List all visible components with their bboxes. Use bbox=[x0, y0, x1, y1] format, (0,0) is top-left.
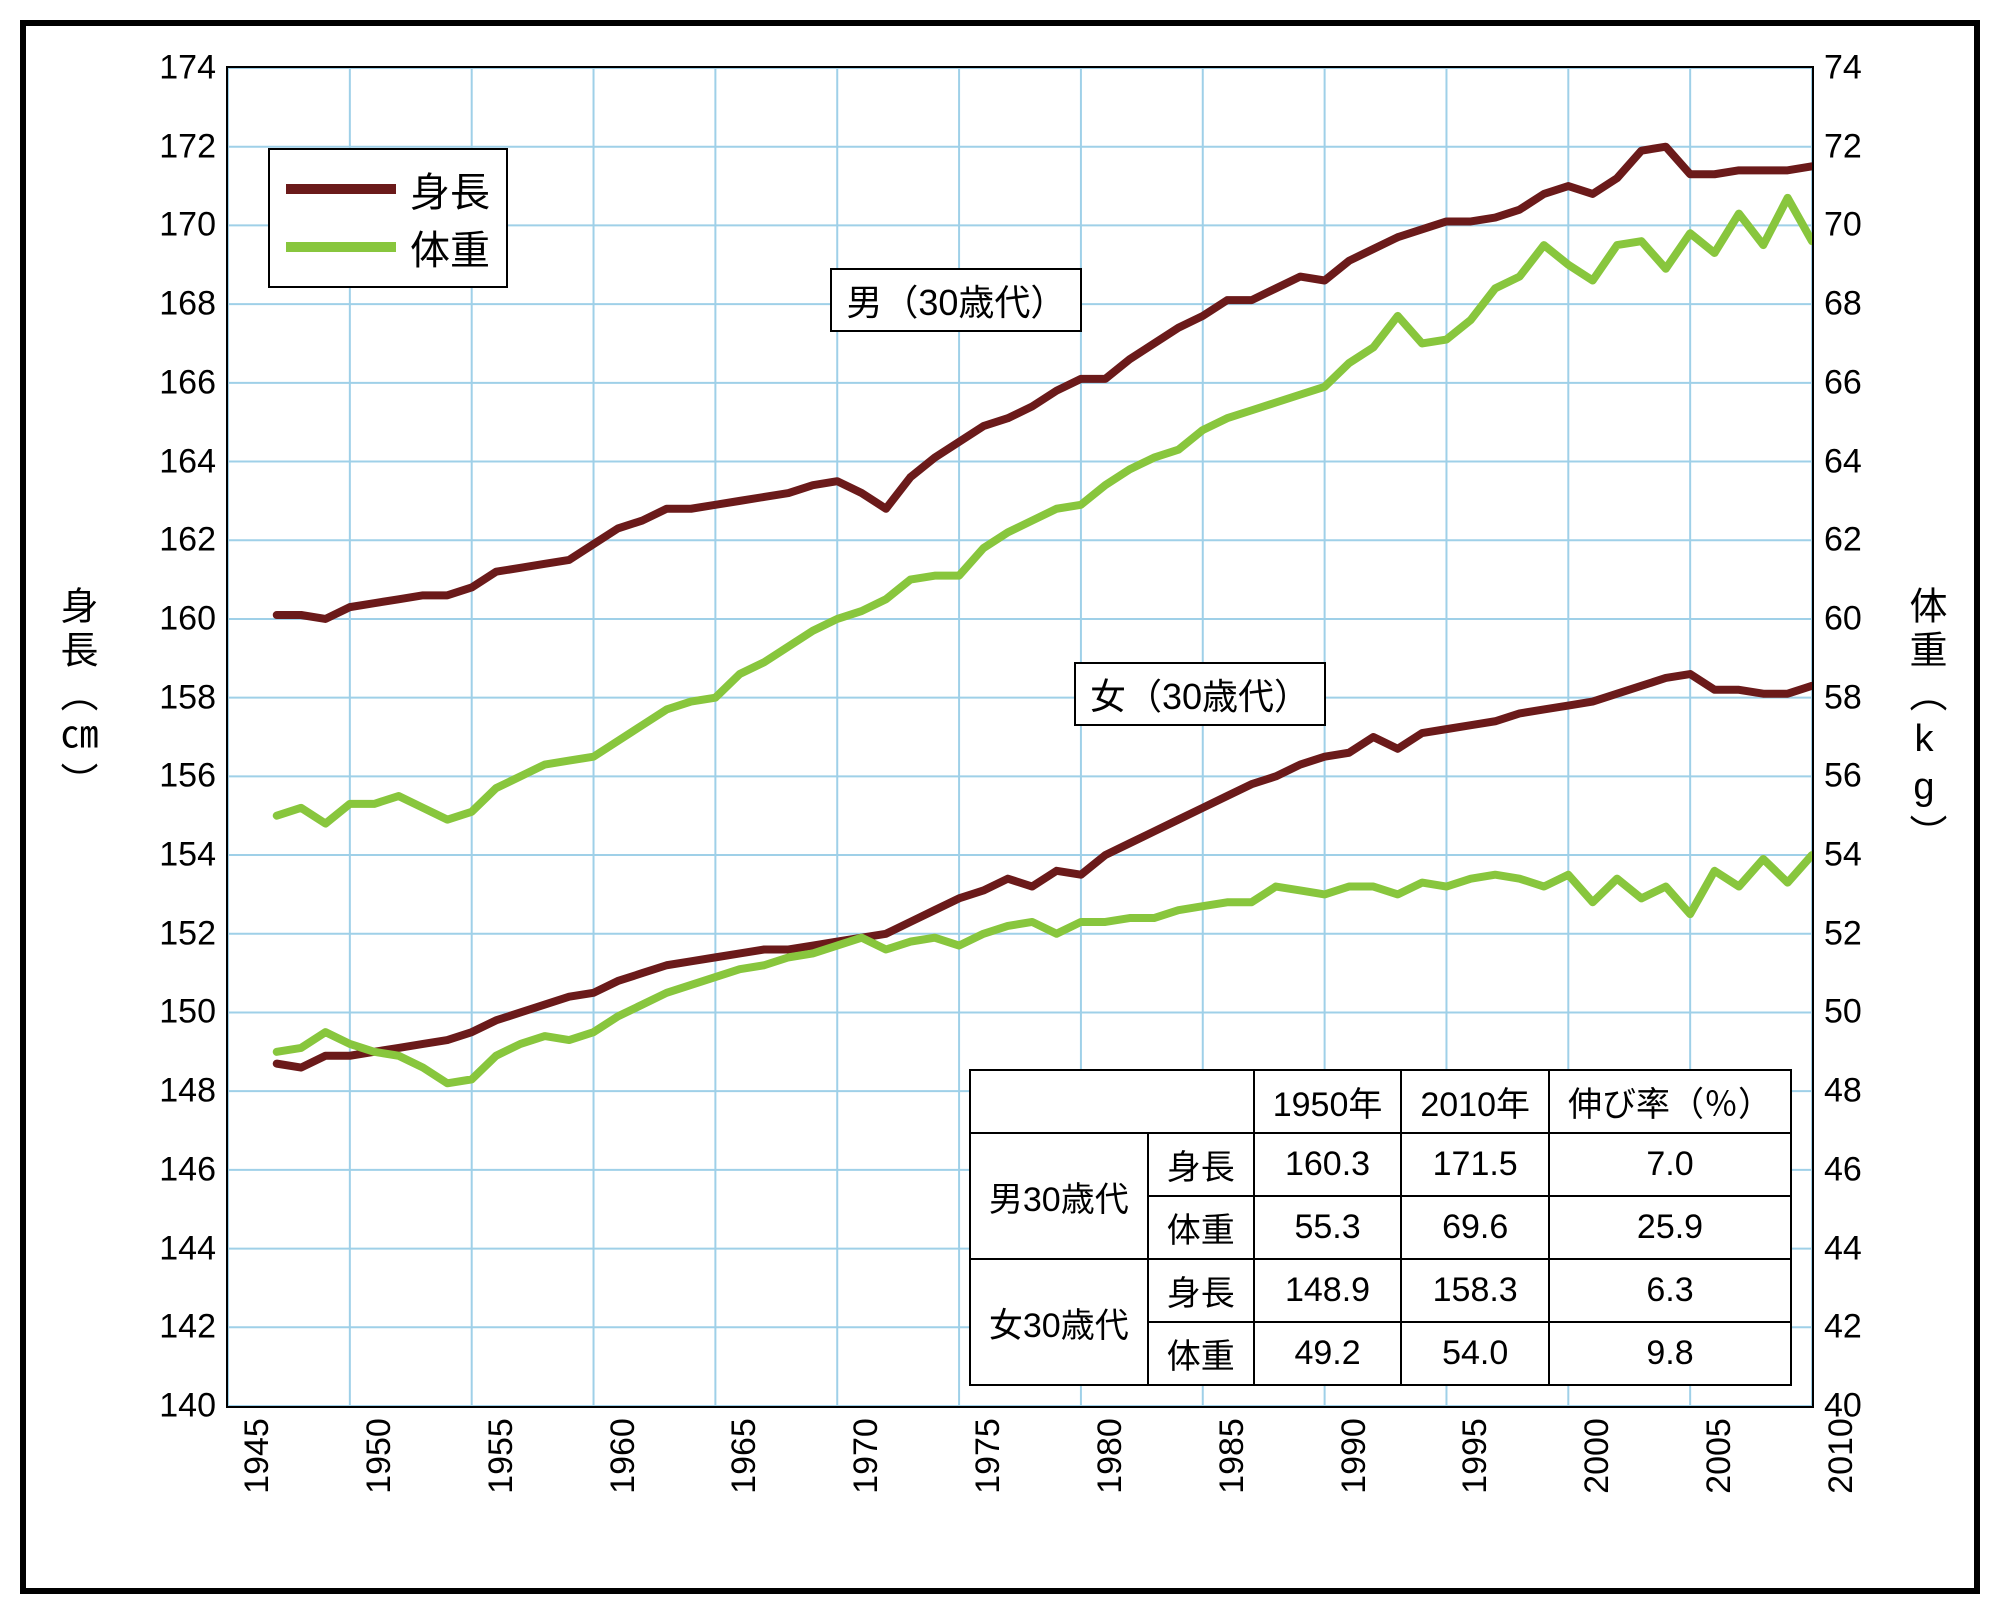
td-v: 54.0 bbox=[1401, 1322, 1549, 1385]
table-row: 女30歳代 身長 148.9 158.3 6.3 bbox=[970, 1259, 1791, 1322]
table-header-row: 1950年 2010年 伸び率（％） bbox=[970, 1070, 1791, 1133]
annotation-female: 女（30歳代） bbox=[1074, 662, 1326, 726]
td-metric: 身長 bbox=[1148, 1259, 1254, 1322]
y-right-label: 体重（kg） bbox=[1897, 586, 1952, 858]
td-v: 7.0 bbox=[1549, 1133, 1791, 1196]
td-metric: 身長 bbox=[1148, 1133, 1254, 1196]
td-v: 160.3 bbox=[1254, 1133, 1402, 1196]
legend-item-weight: 体重 bbox=[286, 218, 490, 276]
legend-swatch-weight bbox=[286, 242, 396, 252]
chart-frame: 身長（㎝） 体重（kg） 男（30歳代） 女（30歳代） 身長 体重 bbox=[20, 20, 1980, 1594]
td-metric: 体重 bbox=[1148, 1196, 1254, 1259]
td-v: 55.3 bbox=[1254, 1196, 1402, 1259]
th-blank bbox=[970, 1070, 1254, 1133]
td-group-f: 女30歳代 bbox=[970, 1259, 1148, 1385]
td-v: 49.2 bbox=[1254, 1322, 1402, 1385]
td-v: 148.9 bbox=[1254, 1259, 1402, 1322]
td-metric: 体重 bbox=[1148, 1322, 1254, 1385]
td-v: 158.3 bbox=[1401, 1259, 1549, 1322]
th-1950: 1950年 bbox=[1254, 1070, 1402, 1133]
td-group-m: 男30歳代 bbox=[970, 1133, 1148, 1259]
table-row: 男30歳代 身長 160.3 171.5 7.0 bbox=[970, 1133, 1791, 1196]
td-v: 25.9 bbox=[1549, 1196, 1791, 1259]
annotation-male: 男（30歳代） bbox=[830, 268, 1082, 332]
data-table: 1950年 2010年 伸び率（％） 男30歳代 身長 160.3 171.5 … bbox=[969, 1069, 1792, 1386]
legend-label-height: 身長 bbox=[410, 160, 490, 218]
y-left-label: 身長（㎝） bbox=[48, 586, 103, 806]
td-v: 6.3 bbox=[1549, 1259, 1791, 1322]
legend-swatch-height bbox=[286, 184, 396, 194]
th-2010: 2010年 bbox=[1401, 1070, 1549, 1133]
legend-item-height: 身長 bbox=[286, 160, 490, 218]
legend-label-weight: 体重 bbox=[410, 218, 490, 276]
legend: 身長 体重 bbox=[268, 148, 508, 288]
td-v: 69.6 bbox=[1401, 1196, 1549, 1259]
th-rate: 伸び率（％） bbox=[1549, 1070, 1791, 1133]
td-v: 9.8 bbox=[1549, 1322, 1791, 1385]
td-v: 171.5 bbox=[1401, 1133, 1549, 1196]
plot-area: 男（30歳代） 女（30歳代） 身長 体重 1950年 2010年 bbox=[226, 66, 1814, 1408]
